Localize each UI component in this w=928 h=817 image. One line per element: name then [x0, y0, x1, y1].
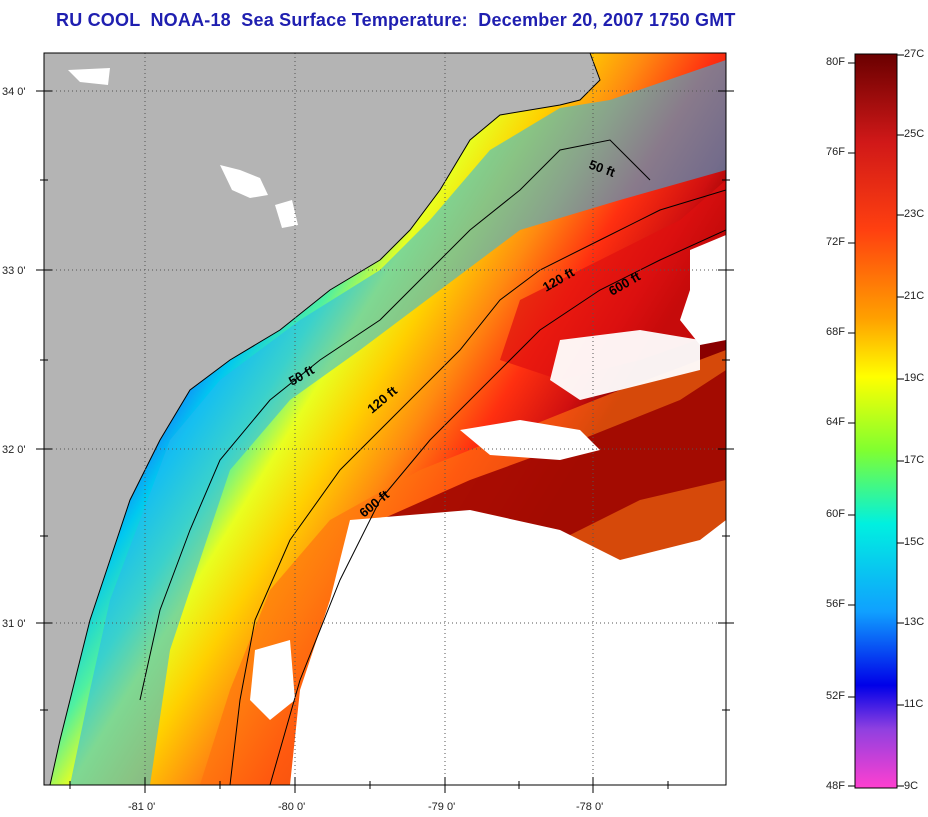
colorbar-ticks [848, 54, 904, 787]
lon-label: -79 0' [428, 801, 455, 813]
colorbar-c-label: 11C [904, 698, 924, 710]
cloud-cover [290, 510, 726, 785]
colorbar-c-label: 15C [904, 536, 925, 548]
lake [68, 68, 110, 85]
colorbar-f-label: 72F [826, 236, 845, 248]
colorbar-c-label: 9C [904, 780, 919, 792]
colorbar-f-label: 48F [826, 780, 845, 792]
colorbar-c-label: 17C [904, 454, 925, 466]
colorbar-f-label: 68F [826, 326, 845, 338]
lon-label: -78 0' [576, 801, 603, 813]
map-frame [43, 52, 727, 786]
lon-label: -81 0' [128, 801, 155, 813]
graticule [44, 53, 726, 785]
cloud-cover [680, 235, 726, 345]
lat-label: 32 0' [2, 444, 26, 456]
colorbar-f-label: 76F [826, 146, 845, 158]
contour-600ft [269, 229, 726, 785]
axis-ticks [36, 90, 734, 793]
colorbar-f-label: 52F [826, 690, 845, 702]
lat-label: 31 0' [2, 618, 26, 630]
colorbar-c-label: 13C [904, 616, 925, 628]
coastline [49, 53, 601, 785]
colorbar-c-label: 21C [904, 290, 925, 302]
gulf-stream-upper [500, 180, 726, 380]
colorbar-f-label: 60F [826, 508, 845, 520]
colorbar-c-label: 19C [904, 372, 925, 384]
colorbar-f-label: 80F [826, 56, 845, 68]
lat-label: 34 0' [2, 86, 26, 98]
lake [275, 200, 298, 228]
cloud-cover [550, 330, 700, 400]
colorbar-c-label: 25C [904, 128, 925, 140]
lake [220, 165, 268, 198]
colorbar-c-label: 27C [904, 48, 925, 60]
lon-label: -80 0' [278, 801, 305, 813]
colorbar-f-label: 56F [826, 598, 845, 610]
map-title: RU COOL NOAA-18 Sea Surface Temperature:… [56, 10, 736, 30]
land-mass [44, 53, 600, 785]
cold-shelf-band [70, 60, 726, 785]
lat-label: 33 0' [2, 265, 26, 277]
contour-50ft [139, 139, 651, 701]
cloud-cover [460, 420, 600, 460]
contour-120ft [229, 189, 726, 785]
colorbar-c-label: 23C [904, 208, 925, 220]
colorbar [854, 53, 898, 789]
colorbar-f-label: 64F [826, 416, 845, 428]
cloud-cover [250, 640, 295, 720]
